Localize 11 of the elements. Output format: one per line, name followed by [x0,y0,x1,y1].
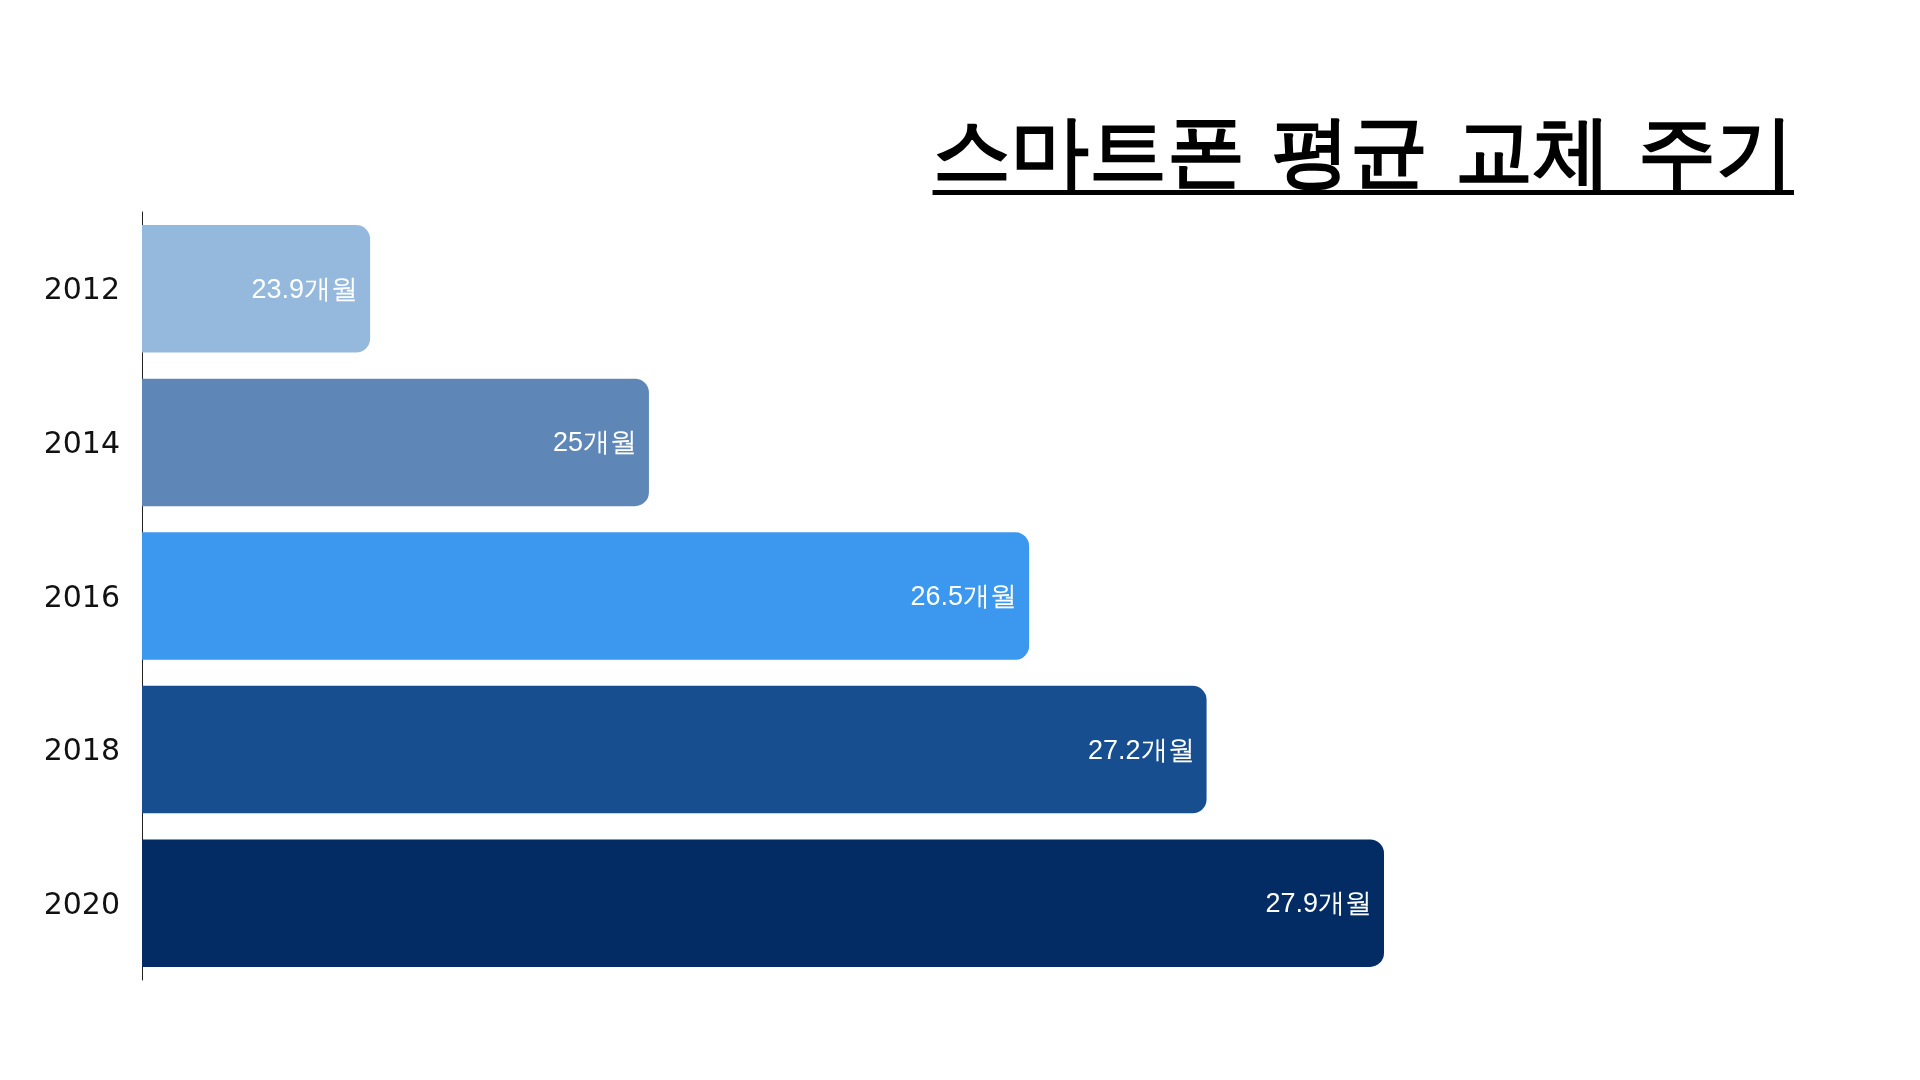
y-tick-label: 2016 [43,578,120,614]
y-tick-label: 2018 [43,732,120,768]
y-tick-label: 2014 [43,424,120,460]
data-label: 23.9개월 [251,273,359,304]
y-tick-label: 2020 [43,885,120,921]
data-label: 25개월 [552,427,637,458]
data-label: 27.2개월 [1088,734,1195,765]
data-label: 27.9개월 [1265,888,1372,919]
y-tick-label: 2012 [43,271,120,307]
chart-title: 스마트폰 평균 교체 주기 [932,105,1794,198]
data-label: 26.5개월 [910,581,1018,611]
